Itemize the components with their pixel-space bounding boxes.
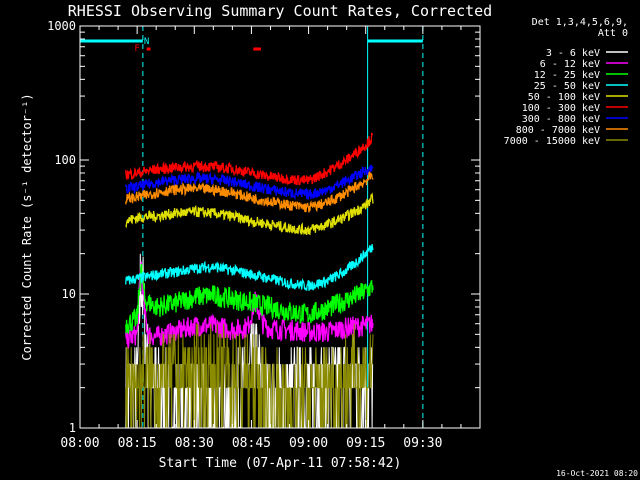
legend-label-1: 6 - 12 keV <box>540 59 600 70</box>
axis-ticks-group: 08:00 08:15 08:30 08:45 09:00 09:15 09:30 1 10 10… <box>47 19 480 451</box>
footer-timestamp: 16-Oct-2021 08:20 <box>556 469 638 478</box>
y-axis-label: Corrected Count Rate (s⁻¹ detector⁻¹) <box>20 93 34 360</box>
x-tick-label-6: 09:30 <box>403 436 442 451</box>
chart-title: RHESSI Observing Summary Count Rates, Co… <box>68 2 492 20</box>
x-tick-label-5: 09:15 <box>346 436 385 451</box>
series-line-6 <box>125 164 374 201</box>
legend-label-7: 800 - 7000 keV <box>516 125 600 136</box>
legend-label-4: 50 - 100 keV <box>528 92 600 103</box>
y-tick-label-1: 10 <box>62 287 76 301</box>
x-tick-label-2: 08:30 <box>175 436 214 451</box>
y-tick-label-3: 1000 <box>47 19 76 33</box>
series-line-7 <box>125 170 374 213</box>
series-line-3 <box>125 244 374 291</box>
legend-label-6: 300 - 800 keV <box>522 114 600 125</box>
legend-header-1: Att 0 <box>598 28 628 39</box>
series-line-8 <box>125 323 374 428</box>
series-line-1 <box>125 261 374 350</box>
x-tick-label-4: 09:00 <box>289 436 328 451</box>
plot-series-group <box>125 132 374 428</box>
legend-label-8: 7000 - 15000 keV <box>504 136 600 147</box>
y-tick-label-2: 100 <box>54 153 76 167</box>
plot-frame <box>79 25 481 429</box>
legend-label-2: 12 - 25 keV <box>534 70 600 81</box>
legend-label-3: 25 - 50 keV <box>534 81 600 92</box>
legend-label-0: 3 - 6 keV <box>546 48 600 59</box>
series-line-2 <box>125 263 374 335</box>
flag-f-label: F <box>134 44 139 54</box>
x-tick-label-3: 08:45 <box>232 436 271 451</box>
x-tick-label-1: 08:15 <box>118 436 157 451</box>
series-line-5 <box>125 132 374 186</box>
x-tick-label-0: 08:00 <box>60 436 99 451</box>
y-tick-label-0: 1 <box>69 421 76 435</box>
series-line-4 <box>125 192 374 236</box>
x-axis-label: Start Time (07-Apr-11 07:58:42) <box>159 456 402 471</box>
legend-header-0: Det 1,3,4,5,6,9, <box>532 17 628 28</box>
flag-n-label: N <box>144 37 149 47</box>
legend-label-5: 100 - 300 keV <box>522 103 600 114</box>
